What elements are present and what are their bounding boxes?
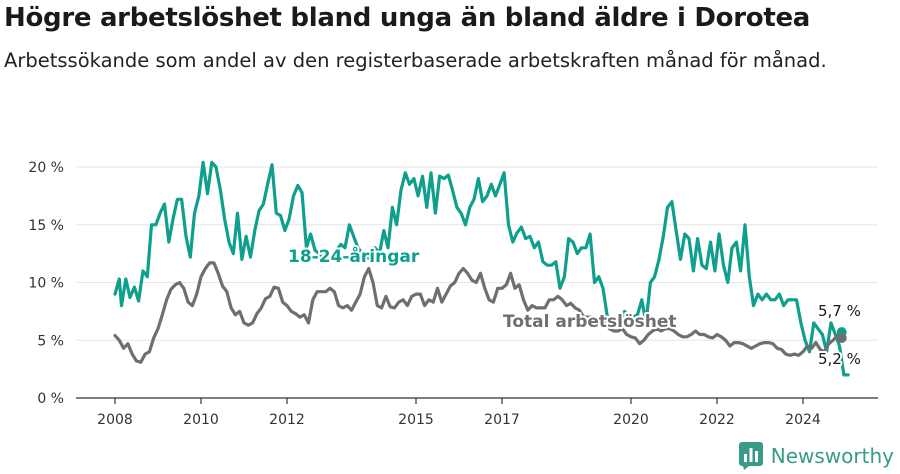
x-tick-label: 2012 bbox=[269, 412, 305, 428]
x-tick-label: 2015 bbox=[398, 412, 434, 428]
series-label-total: Total arbetslöshet bbox=[503, 312, 677, 332]
series-label-youth-halo: 18-24-åringar bbox=[288, 245, 420, 267]
series-lines bbox=[113, 160, 850, 377]
end-label-youth-halo: 5,7 % bbox=[818, 302, 861, 320]
x-tick-label: 2010 bbox=[183, 412, 219, 428]
end-label-total: 5,2 % bbox=[818, 350, 861, 368]
x-tick-label: 2008 bbox=[97, 412, 133, 428]
y-tick-label: 15 % bbox=[28, 218, 64, 234]
chart-subtitle: Arbetssökande som andel av den registerb… bbox=[4, 49, 827, 72]
x-tick-label: 2017 bbox=[484, 412, 520, 428]
endpoint-total bbox=[836, 332, 847, 343]
x-axis-ticks: 2008 2010 2012 2015 2017 2020 2022 2024 bbox=[97, 398, 821, 428]
series-labels: 5,7 %5,7 %5,2 %5,2 %18-24-åringar18-24-å… bbox=[286, 243, 863, 370]
end-label-total-halo: 5,2 % bbox=[818, 350, 861, 368]
series-label-total-halo: Total arbetslöshet bbox=[503, 312, 677, 332]
gridlines bbox=[76, 166, 878, 341]
end-label-youth: 5,7 % bbox=[818, 302, 861, 320]
chart-title: Högre arbetslöshet bland unga än bland ä… bbox=[4, 3, 811, 33]
brand-name: Newsworthy bbox=[770, 444, 894, 468]
newsworthy-logo: Newsworthy bbox=[738, 442, 894, 470]
bar-chart-logo-icon bbox=[738, 442, 763, 470]
x-tick-label: 2020 bbox=[613, 412, 649, 428]
y-tick-label: 5 % bbox=[37, 333, 64, 349]
series-line-total-arbetsl-shet bbox=[113, 261, 844, 364]
series-label-youth: 18-24-åringar bbox=[288, 245, 420, 267]
x-tick-label: 2024 bbox=[785, 412, 821, 428]
series-line-18-24-ringar bbox=[113, 160, 850, 377]
y-axis-ticks: 0 % 5 % 10 % 15 % 20 % bbox=[28, 160, 64, 407]
y-tick-label: 20 % bbox=[28, 160, 64, 176]
y-tick-label: 0 % bbox=[37, 391, 64, 407]
x-tick-label: 2022 bbox=[699, 412, 735, 428]
y-tick-label: 10 % bbox=[28, 276, 64, 292]
